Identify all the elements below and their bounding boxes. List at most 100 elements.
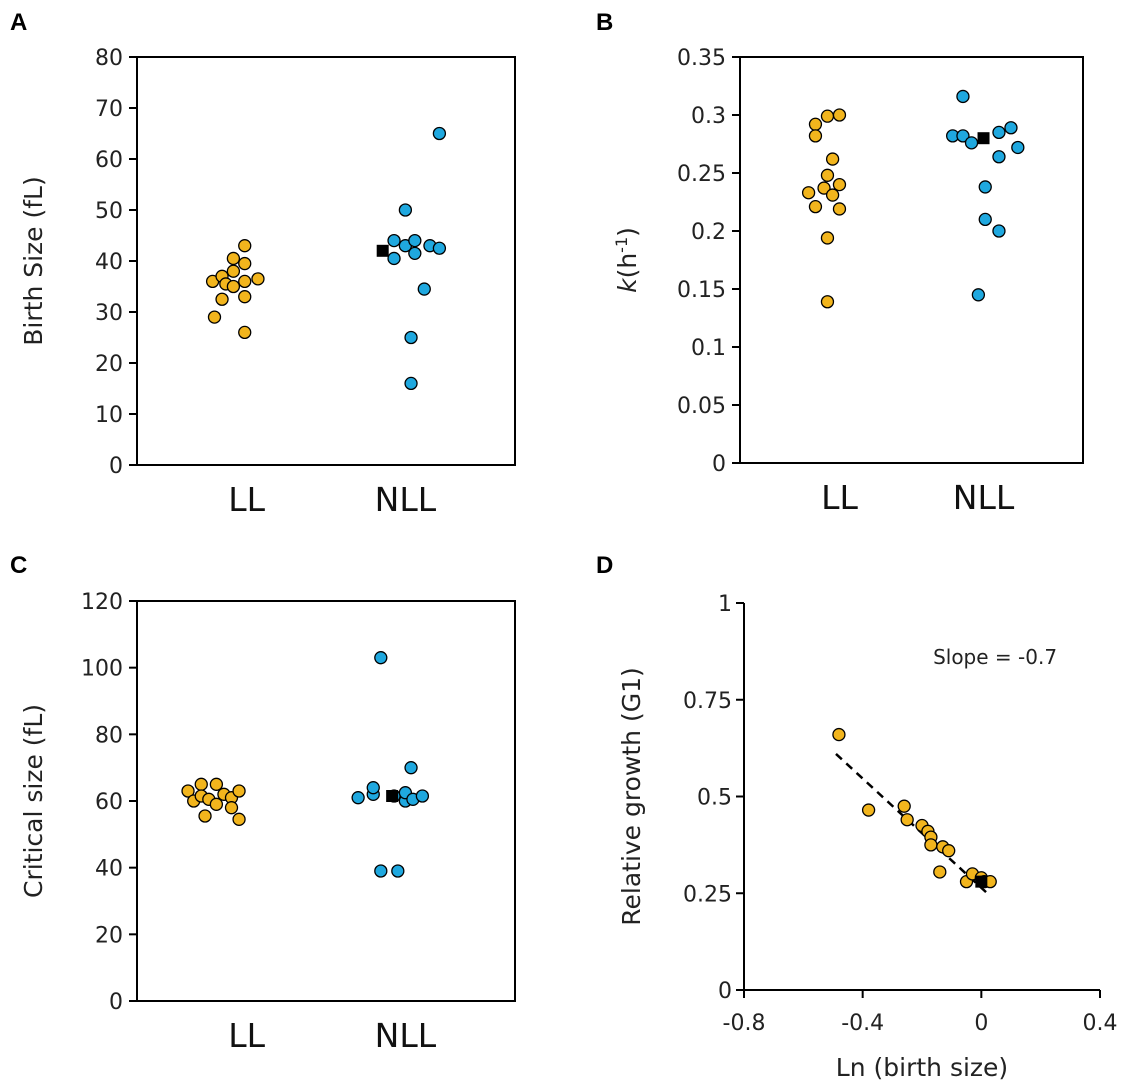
y-tick-label: 0.75 xyxy=(683,689,732,714)
data-point-ll xyxy=(825,152,840,166)
panel-d: D 0 0.25 0.5 0.75 1 -0.8 -0.4 0 0.4 Ln (birth size… xyxy=(596,552,1118,1082)
mean-marker xyxy=(975,875,988,888)
data-point-nll xyxy=(387,251,401,266)
y-tick-label: 0.25 xyxy=(677,162,726,187)
y-tick-label: 0.35 xyxy=(677,46,726,71)
category-label: NLL xyxy=(953,478,1015,517)
data-point-nll xyxy=(978,212,992,227)
x-tick-label: 0 xyxy=(974,1011,988,1036)
data-point-ll xyxy=(226,279,241,294)
data-point-ll xyxy=(817,181,831,195)
y-axis-title: Relative growth (G1) xyxy=(617,667,646,925)
y-tick-label: 80 xyxy=(95,723,123,748)
data-point-ll xyxy=(832,177,847,192)
data-point-ll xyxy=(808,117,823,131)
y-tick-label: 0.1 xyxy=(691,336,726,361)
data-point-ll xyxy=(897,799,911,813)
data-point-ll xyxy=(933,865,947,879)
data-point-nll xyxy=(956,129,970,143)
data-point-nll xyxy=(971,288,986,302)
data-point-nll xyxy=(398,203,413,217)
data-point-ll xyxy=(832,727,846,742)
panel-letter: B xyxy=(596,9,613,36)
data-point-ll xyxy=(825,188,840,202)
data-point-ll xyxy=(238,256,252,271)
data-point-nll xyxy=(387,233,401,248)
data-point-nll xyxy=(964,136,979,150)
panel-b: B 0 0.05 0.1 0.15 0.2 0.25 0.3 0.35 LL NLL k(h-1) xyxy=(596,9,1084,517)
data-point-ll xyxy=(232,784,246,798)
plot-frame xyxy=(136,56,516,466)
data-point-nll xyxy=(992,125,1006,140)
y-tick-label: 50 xyxy=(95,199,123,224)
y-tick-label: 0.15 xyxy=(677,278,726,303)
category-label: NLL xyxy=(375,1016,437,1055)
data-point-ll xyxy=(209,777,224,791)
data-point-ll xyxy=(861,803,876,817)
data-point-nll xyxy=(956,89,970,104)
data-point-ll xyxy=(209,797,224,811)
data-point-nll xyxy=(417,282,431,296)
x-axis-title: Ln (birth size) xyxy=(836,1053,1008,1082)
mean-marker xyxy=(977,132,990,145)
y-tick-label: 30 xyxy=(95,301,123,326)
data-point-nll xyxy=(351,791,365,805)
data-point-ll xyxy=(924,838,938,852)
data-point-ll xyxy=(900,813,914,827)
data-point-nll xyxy=(432,241,447,255)
panel-letter: C xyxy=(10,552,27,579)
panel-letter: A xyxy=(10,9,27,36)
data-point-ll xyxy=(801,186,816,200)
data-point-ll xyxy=(808,129,823,143)
y-axis-title: Critical size (fL) xyxy=(19,704,48,898)
data-point-ll xyxy=(226,264,241,278)
y-tick-label: 40 xyxy=(95,857,123,882)
data-point-ll xyxy=(820,109,835,123)
y-tick-label: 70 xyxy=(95,97,123,122)
data-point-ll xyxy=(194,777,208,791)
y-tick-label: 60 xyxy=(95,790,123,815)
data-point-ll xyxy=(224,801,239,815)
y-tick-label: 0 xyxy=(712,452,726,477)
y-tick-label: 80 xyxy=(95,46,123,71)
y-tick-label: 60 xyxy=(95,148,123,173)
data-point-ll xyxy=(238,274,252,289)
data-point-ll xyxy=(226,251,241,266)
data-point-nll xyxy=(1011,140,1025,155)
data-point-nll xyxy=(366,781,380,795)
data-point-ll xyxy=(198,809,212,823)
data-point-nll xyxy=(415,789,430,803)
data-point-ll xyxy=(832,202,847,216)
plot-frame xyxy=(739,56,1084,464)
panel-c: C 0 20 40 60 80 100 120 LL NLL Critical size (fL) xyxy=(10,552,516,1055)
data-point-ll xyxy=(207,310,222,324)
y-tick-label: 20 xyxy=(95,923,123,948)
data-point-nll xyxy=(408,246,422,261)
mean-marker xyxy=(376,244,389,257)
category-label: LL xyxy=(228,1016,265,1055)
y-tick-label: 0 xyxy=(109,454,123,479)
data-point-ll xyxy=(238,239,252,253)
y-tick-label: 120 xyxy=(81,590,123,615)
y-tick-label: 0.5 xyxy=(697,786,732,811)
data-point-ll xyxy=(832,108,847,122)
data-point-nll xyxy=(374,651,388,665)
data-point-ll xyxy=(238,290,252,304)
y-tick-label: 20 xyxy=(95,352,123,377)
data-point-ll xyxy=(232,812,246,826)
data-point-nll xyxy=(404,761,418,775)
data-point-ll xyxy=(251,272,265,286)
y-axis-title: k(h-1) xyxy=(612,227,642,293)
panel-a: A 0 10 20 30 40 50 60 70 80 LL NLL Birth Size (fL) xyxy=(10,9,516,519)
data-point-ll xyxy=(238,325,252,340)
data-point-ll xyxy=(181,784,195,798)
data-point-nll xyxy=(432,126,447,141)
y-tick-label: 40 xyxy=(95,250,123,275)
panel-letter: D xyxy=(596,552,613,579)
y-tick-label: 1 xyxy=(718,592,732,617)
data-point-ll xyxy=(808,199,823,214)
y-tick-label: 0 xyxy=(109,990,123,1015)
x-tick-label: -0.4 xyxy=(841,1011,884,1036)
data-point-nll xyxy=(391,864,405,878)
data-point-ll xyxy=(942,844,956,858)
